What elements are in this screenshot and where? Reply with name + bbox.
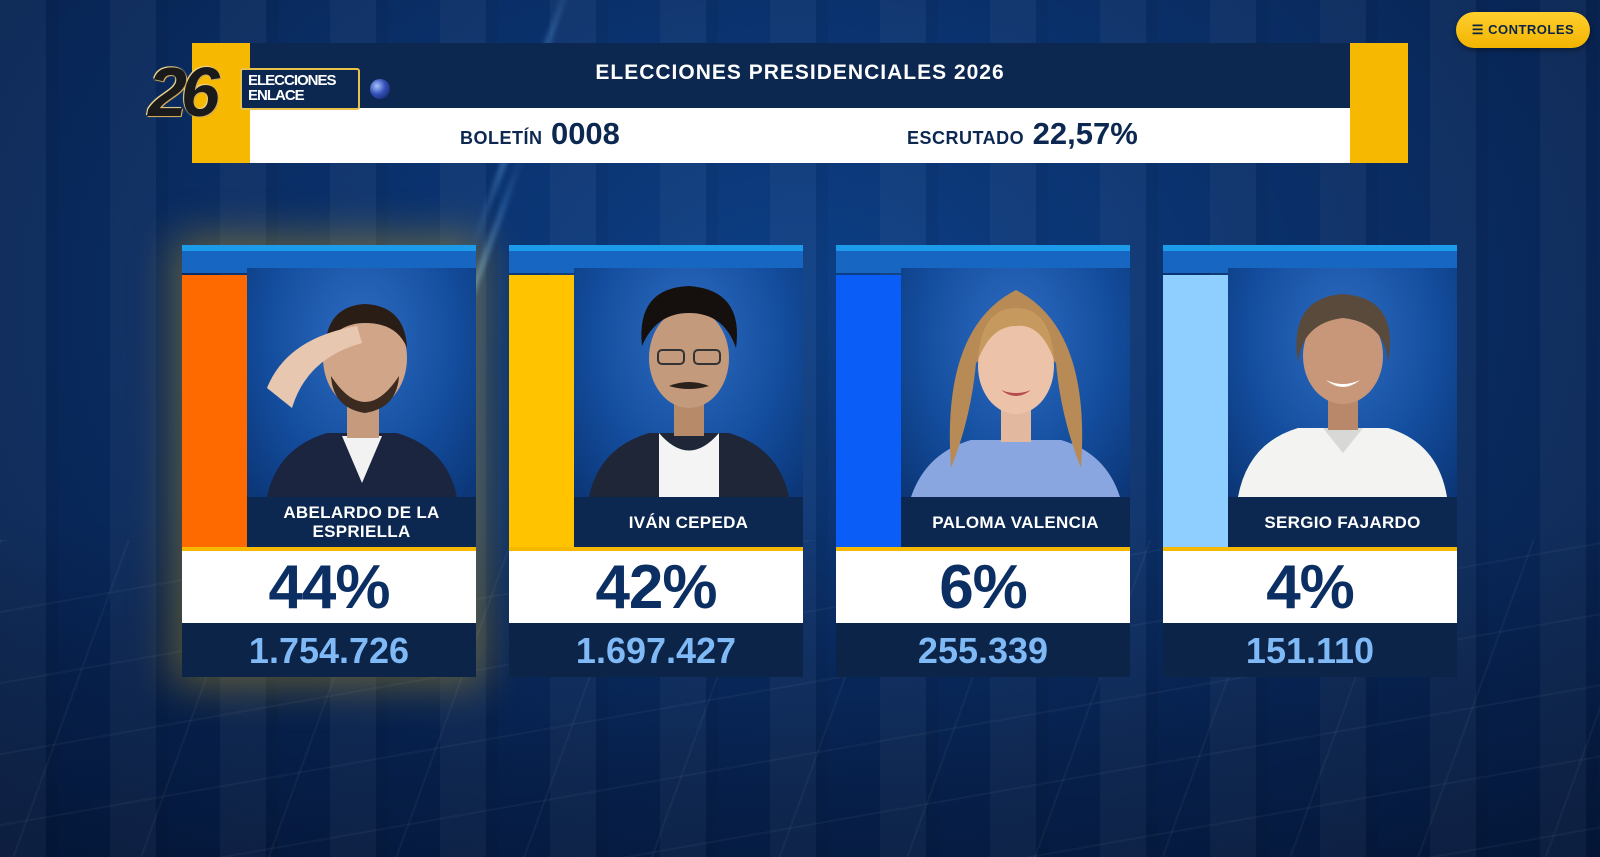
card-top-band (836, 251, 1130, 273)
counted-info: ESCRUTADO 22,57% (907, 116, 1138, 152)
card-top-band (182, 251, 476, 273)
page-title: ELECCIONES PRESIDENCIALES 2026 (595, 61, 1005, 84)
candidate-name-bar: PALOMA VALENCIA (901, 497, 1130, 547)
counted-value: 22,57% (1032, 116, 1138, 151)
candidate-card: PALOMA VALENCIA 6% 255.339 (836, 245, 1130, 677)
bulletin-value: 0008 (550, 116, 620, 151)
logo-line-2: ENLACE (248, 87, 305, 104)
candidate-name-bar: IVÁN CEPEDA (574, 497, 803, 547)
candidate-percent-box: 44% (182, 551, 476, 623)
controls-button[interactable]: ☰ CONTROLES (1456, 12, 1590, 48)
candidate-photo (1228, 268, 1457, 497)
candidate-portrait-icon (911, 290, 1120, 497)
candidate-percent: 42% (595, 553, 717, 622)
candidate-votes: 151.110 (1245, 630, 1375, 671)
candidate-votes-box: 151.110 (1163, 623, 1457, 677)
logo-line-1: ELECCIONES (248, 72, 337, 89)
candidate-card: SERGIO FAJARDO 4% 151.110 (1163, 245, 1457, 677)
candidate-color-stripe (182, 275, 247, 547)
candidate-color-stripe (1163, 275, 1228, 547)
candidate-color-stripe (509, 275, 574, 547)
candidate-votes: 255.339 (917, 630, 1049, 671)
candidate-percent: 4% (1266, 553, 1355, 622)
candidate-name: PALOMA VALENCIA (932, 512, 1099, 532)
globe-icon (370, 79, 390, 99)
candidate-percent-box: 4% (1163, 551, 1457, 623)
candidate-portrait-icon (267, 304, 457, 497)
logo-badge: ELECCIONES ENLACE (240, 68, 360, 110)
candidate-percent: 6% (939, 553, 1028, 622)
header-info-bar: BOLETÍN 0008 ESCRUTADO 22,57% (250, 108, 1350, 163)
counted-label: ESCRUTADO (907, 128, 1025, 148)
candidate-name: SERGIO FAJARDO (1264, 512, 1421, 532)
card-top-band (1163, 251, 1457, 273)
candidate-votes-box: 1.754.726 (182, 623, 476, 677)
card-top-stripe (509, 245, 803, 251)
logo-number: 26 (148, 53, 220, 131)
candidate-name: IVÁN CEPEDA (628, 512, 749, 532)
card-divider (182, 547, 476, 551)
card-top-stripe (836, 245, 1130, 251)
bulletin-label: BOLETÍN (460, 128, 543, 148)
bulletin-info: BOLETÍN 0008 (460, 116, 620, 152)
card-divider (1163, 547, 1457, 551)
card-divider (509, 547, 803, 551)
candidate-photo (574, 268, 803, 497)
header-title-bar: ELECCIONES PRESIDENCIALES 2026 (250, 43, 1350, 108)
card-divider (836, 547, 1130, 551)
candidate-portrait-icon (1238, 294, 1447, 497)
candidate-card: IVÁN CEPEDA 42% 1.697.427 (509, 245, 803, 677)
candidate-percent-box: 42% (509, 551, 803, 623)
candidate-name: ABELARDO DE LA ESPRIELLA (283, 503, 440, 541)
candidate-name-bar: SERGIO FAJARDO (1228, 497, 1457, 547)
candidate-votes-box: 1.697.427 (509, 623, 803, 677)
candidate-votes-box: 255.339 (836, 623, 1130, 677)
candidate-photo (901, 268, 1130, 497)
card-top-stripe (1163, 245, 1457, 251)
candidate-photo (247, 268, 476, 497)
candidate-portrait-icon (589, 286, 789, 497)
header-banner: ELECCIONES PRESIDENCIALES 2026 BOLETÍN 0… (192, 43, 1408, 163)
candidate-percent-box: 6% (836, 551, 1130, 623)
header-accent-right (1350, 43, 1408, 163)
candidate-percent: 44% (268, 553, 390, 622)
candidate-votes: 1.754.726 (248, 630, 410, 671)
card-top-stripe (182, 245, 476, 251)
candidate-card: ABELARDO DE LA ESPRIELLA 44% 1.754.726 (182, 245, 476, 677)
candidate-color-stripe (836, 275, 901, 547)
elecciones-logo: 26 ELECCIONES ENLACE (148, 53, 398, 131)
candidate-votes: 1.697.427 (575, 630, 737, 671)
candidate-name-bar: ABELARDO DE LA ESPRIELLA (247, 497, 476, 547)
card-top-band (509, 251, 803, 273)
logo-text: ELECCIONES ENLACE (248, 72, 337, 104)
